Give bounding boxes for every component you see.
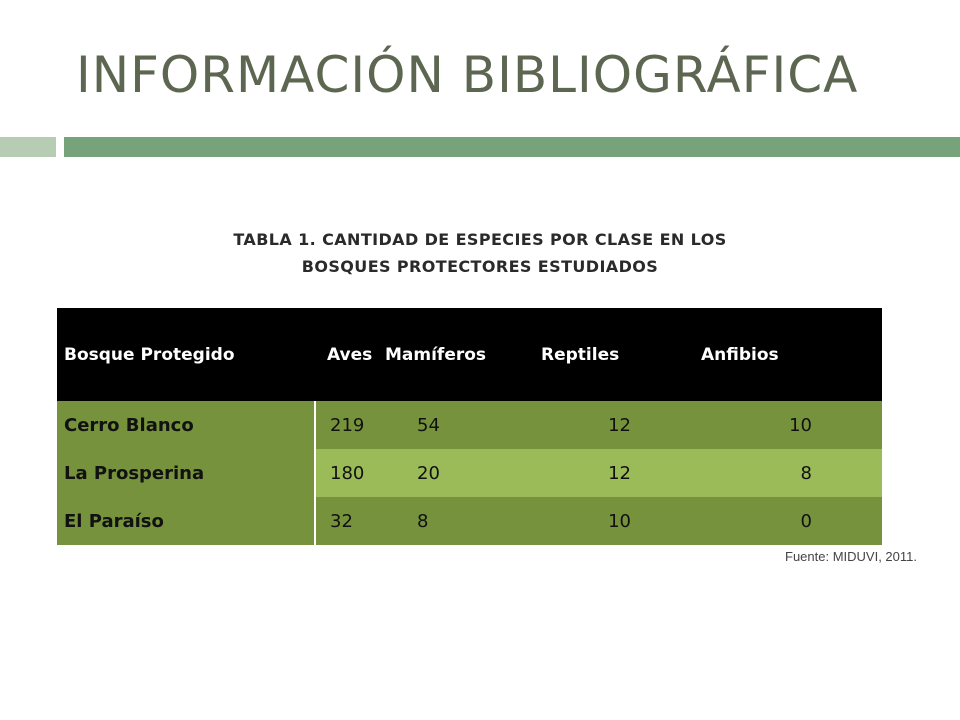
title-rule: [64, 137, 960, 157]
column-header-anfibios: Anfibios: [701, 344, 779, 365]
table-source-note: Fuente: MIDUVI, 2011.: [785, 549, 917, 564]
cell-mamiferos: 20: [417, 462, 440, 484]
table-caption-line-1: TABLA 1. CANTIDAD DE ESPECIES POR CLASE …: [233, 230, 727, 249]
table-header-row: Bosque Protegido Aves Mamíferos Reptiles…: [57, 308, 882, 401]
row-label: La Prosperina: [57, 449, 316, 497]
cell-anfibios: 0: [800, 510, 812, 532]
cell-mamiferos: 54: [417, 414, 440, 436]
cell-reptiles: 10: [608, 510, 631, 532]
table-row: La Prosperina 180 20 12 8: [57, 449, 882, 497]
cell-reptiles: 12: [608, 414, 631, 436]
cell-anfibios: 10: [789, 414, 812, 436]
species-table: Bosque Protegido Aves Mamíferos Reptiles…: [57, 308, 883, 545]
column-header-aves: Aves: [327, 344, 373, 365]
row-label: Cerro Blanco: [57, 401, 316, 449]
cell-aves: 219: [330, 414, 365, 436]
cell-reptiles: 12: [608, 462, 631, 484]
cell-anfibios: 8: [800, 462, 812, 484]
table-caption: TABLA 1. CANTIDAD DE ESPECIES POR CLASE …: [140, 226, 820, 280]
slide-title: INFORMACIÓN BIBLIOGRÁFICA: [76, 46, 859, 104]
column-header-mamiferos: Mamíferos: [385, 344, 487, 365]
title-rule-accent: [0, 137, 56, 157]
column-header-bosque: Bosque Protegido: [64, 344, 235, 365]
cell-aves: 180: [330, 462, 365, 484]
column-header-reptiles: Reptiles: [541, 344, 620, 365]
cell-mamiferos: 8: [417, 510, 429, 532]
table-row: Cerro Blanco 219 54 12 10: [57, 401, 882, 449]
table-caption-line-2: BOSQUES PROTECTORES ESTUDIADOS: [301, 257, 659, 276]
cell-aves: 32: [330, 510, 353, 532]
table-row: El Paraíso 32 8 10 0: [57, 497, 882, 545]
row-label: El Paraíso: [57, 497, 316, 545]
